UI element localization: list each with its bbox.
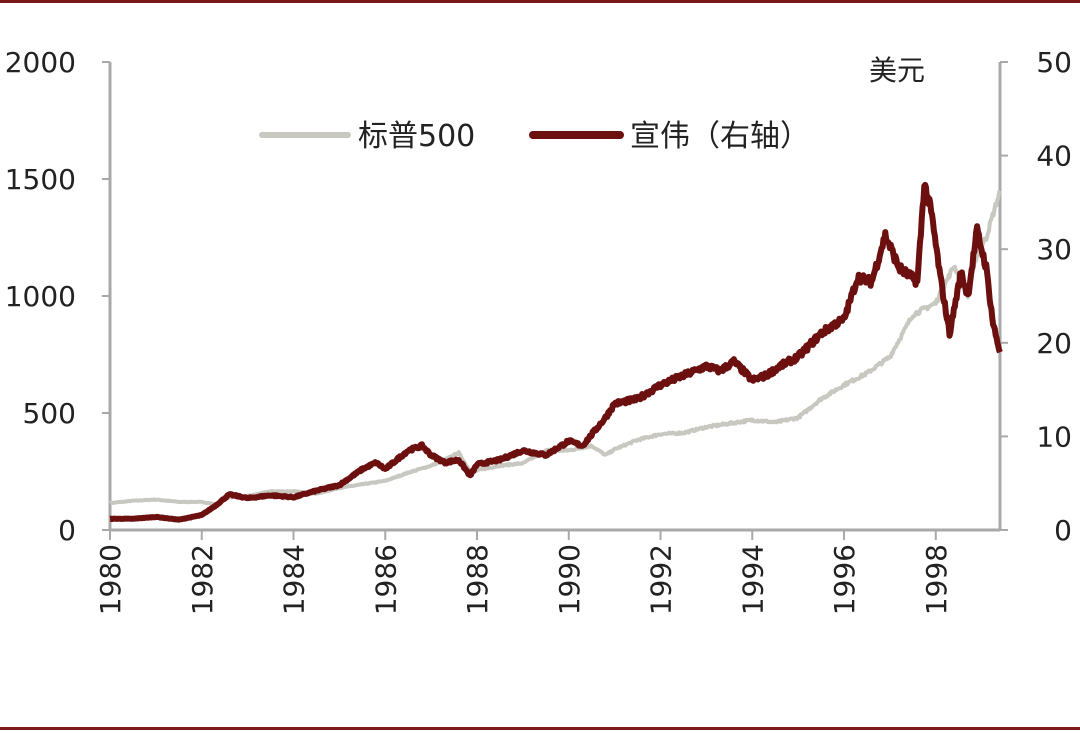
x-tick-label: 1996 bbox=[828, 544, 861, 615]
x-tick-label: 1980 bbox=[94, 544, 127, 615]
y-tick-label: 1000 bbox=[5, 280, 76, 313]
chart-series bbox=[107, 181, 1003, 523]
x-tick-label: 1984 bbox=[278, 544, 311, 615]
chart-legend: 标普500 宣伟（右轴） bbox=[259, 119, 810, 154]
x-tick-label: 1994 bbox=[736, 544, 769, 615]
y2-tick-label: 0 bbox=[1054, 514, 1072, 547]
y2-tick-label: 50 bbox=[1036, 46, 1072, 79]
x-tick-label: 1988 bbox=[461, 544, 494, 615]
legend-label-0: 标普500 bbox=[358, 119, 475, 154]
y-tick-label: 0 bbox=[58, 514, 76, 547]
x-tick-label: 1982 bbox=[186, 544, 219, 615]
y-tick-label: 500 bbox=[23, 397, 76, 430]
x-tick-label: 1986 bbox=[369, 544, 402, 615]
series-line-0 bbox=[108, 189, 1002, 507]
y2-tick-label: 20 bbox=[1036, 327, 1072, 360]
series-line-1 bbox=[107, 181, 1003, 523]
legend-label-1: 宣伟（右轴） bbox=[630, 119, 810, 154]
bottom-rule bbox=[0, 727, 1080, 730]
x-tick-label: 1998 bbox=[920, 544, 953, 615]
y2-tick-label: 30 bbox=[1036, 233, 1072, 266]
x-tick-label: 1990 bbox=[553, 544, 586, 615]
y-tick-label: 1500 bbox=[5, 163, 76, 196]
y2-unit-label: 美元 bbox=[869, 54, 925, 87]
top-rule bbox=[0, 0, 1080, 3]
chart-axes: 0 500 1000 1500 2000 0 10 20 30 40 50 1980 1982 1984 1… bbox=[5, 46, 1072, 615]
y2-tick-label: 10 bbox=[1036, 420, 1072, 453]
x-tick-label: 1992 bbox=[645, 544, 678, 615]
y-tick-label: 2000 bbox=[5, 46, 76, 79]
y2-tick-label: 40 bbox=[1036, 140, 1072, 173]
